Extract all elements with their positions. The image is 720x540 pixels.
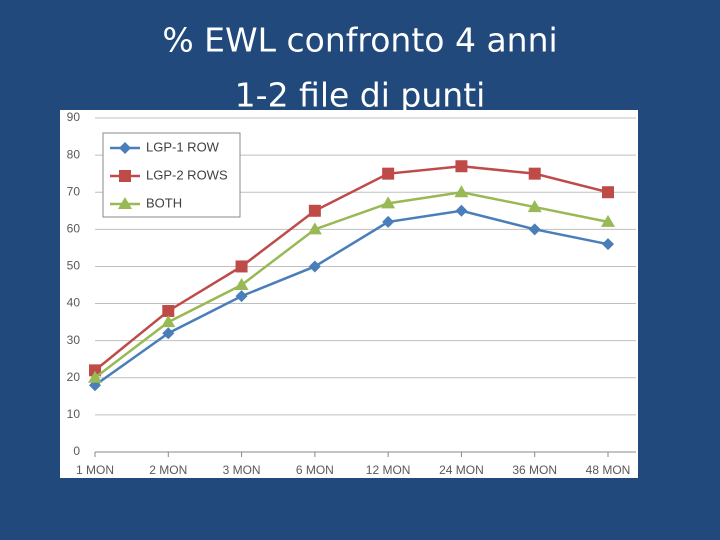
y-tick-label: 90	[67, 110, 81, 124]
series-line	[94, 164, 609, 372]
data-point	[454, 185, 469, 198]
data-point	[455, 204, 468, 217]
data-point	[88, 370, 102, 383]
data-point	[455, 160, 468, 173]
y-tick-label: 60	[67, 222, 81, 236]
legend-marker	[119, 142, 131, 154]
data-point	[382, 215, 395, 228]
data-point	[382, 167, 395, 180]
data-point	[89, 364, 101, 377]
data-point	[162, 327, 175, 340]
x-tick-label: 2 MON	[149, 463, 187, 477]
x-tick-label: 1 MON	[76, 463, 114, 477]
data-point	[161, 315, 176, 328]
series-line	[94, 209, 609, 387]
y-tick-label: 10	[67, 407, 81, 421]
x-tick-label: 6 MON	[296, 463, 334, 477]
legend-marker	[119, 170, 131, 182]
data-point	[602, 186, 614, 199]
series-line	[94, 190, 609, 379]
legend-label: LGP-1 ROW	[146, 139, 220, 154]
y-tick-label: 80	[67, 147, 81, 161]
data-point	[527, 200, 542, 213]
x-tick-label: 12 MON	[366, 463, 411, 477]
data-point	[528, 223, 541, 236]
data-point	[602, 238, 614, 251]
x-tick-label: 36 MON	[512, 463, 557, 477]
data-point	[308, 204, 321, 217]
y-tick-label: 70	[67, 184, 81, 198]
data-point	[235, 290, 248, 303]
data-point	[307, 222, 322, 235]
title-line: % EWL confronto 4 anni	[162, 21, 557, 60]
data-point	[162, 304, 175, 317]
x-tick-label: 48 MON	[586, 463, 631, 477]
data-point	[234, 278, 249, 290]
data-point	[601, 214, 615, 227]
x-tick-label: 24 MON	[439, 463, 484, 477]
data-point	[528, 167, 541, 180]
y-tick-label: 0	[73, 444, 80, 458]
x-tick-label: 3 MON	[223, 463, 261, 477]
data-point	[381, 196, 396, 209]
legend-label: LGP-2 ROWS	[146, 167, 228, 182]
data-point	[235, 260, 248, 273]
legend-marker	[118, 197, 132, 209]
data-point	[308, 260, 321, 273]
y-tick-label: 20	[67, 370, 81, 384]
title-line: 1-2 file di punti	[235, 76, 486, 115]
y-tick-label: 40	[67, 296, 81, 310]
y-tick-label: 30	[67, 333, 81, 347]
legend-label: BOTH	[146, 195, 182, 210]
y-tick-label: 50	[67, 259, 81, 273]
